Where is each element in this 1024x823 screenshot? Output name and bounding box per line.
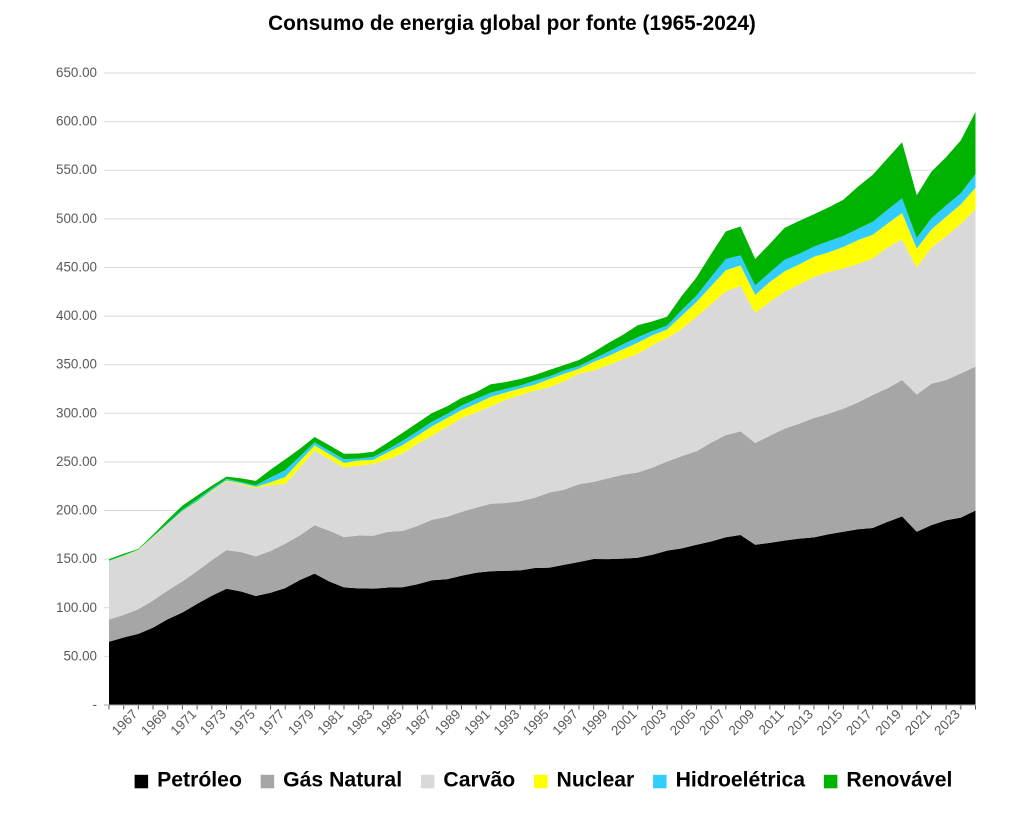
svg-text:1979: 1979 — [285, 707, 317, 739]
svg-text:2011: 2011 — [756, 707, 787, 738]
svg-text:2013: 2013 — [784, 707, 816, 739]
svg-text:Gás Natural: Gás Natural — [283, 768, 402, 791]
svg-text:1969: 1969 — [138, 707, 170, 739]
svg-text:1971: 1971 — [168, 707, 200, 739]
svg-text:Consumo de energia global por: Consumo de energia global por fonte (196… — [268, 12, 756, 35]
svg-text:1993: 1993 — [491, 707, 523, 739]
svg-text:2015: 2015 — [814, 707, 846, 739]
svg-text:200.00: 200.00 — [56, 503, 97, 518]
svg-text:350.00: 350.00 — [56, 357, 97, 372]
svg-text:-: - — [93, 697, 97, 712]
svg-text:Carvão: Carvão — [443, 768, 515, 791]
svg-text:1977: 1977 — [256, 707, 288, 739]
svg-text:1987: 1987 — [403, 707, 435, 739]
svg-text:1991: 1991 — [461, 707, 493, 739]
svg-text:450.00: 450.00 — [56, 259, 97, 274]
svg-text:600.00: 600.00 — [56, 114, 97, 129]
svg-text:2023: 2023 — [931, 707, 963, 739]
svg-text:550.00: 550.00 — [56, 162, 97, 177]
svg-text:2019: 2019 — [873, 707, 905, 739]
svg-text:2005: 2005 — [667, 707, 699, 739]
svg-text:1975: 1975 — [226, 707, 258, 739]
svg-text:2003: 2003 — [638, 707, 670, 739]
svg-text:Petróleo: Petróleo — [157, 768, 242, 791]
svg-text:1997: 1997 — [549, 707, 581, 739]
svg-text:1995: 1995 — [520, 707, 552, 739]
svg-text:1967: 1967 — [109, 707, 141, 739]
svg-text:1985: 1985 — [373, 707, 405, 739]
svg-text:2017: 2017 — [843, 707, 875, 739]
svg-text:250.00: 250.00 — [56, 454, 97, 469]
svg-text:1999: 1999 — [579, 707, 611, 739]
svg-text:650.00: 650.00 — [56, 65, 97, 80]
svg-text:50.00: 50.00 — [63, 648, 97, 663]
svg-text:100.00: 100.00 — [56, 600, 97, 615]
svg-text:1981: 1981 — [314, 707, 346, 739]
svg-text:2021: 2021 — [902, 707, 934, 739]
svg-text:300.00: 300.00 — [56, 405, 97, 420]
svg-text:400.00: 400.00 — [56, 308, 97, 323]
svg-text:1983: 1983 — [344, 707, 376, 739]
svg-text:Renovável: Renovável — [846, 768, 952, 791]
svg-text:1989: 1989 — [432, 707, 464, 739]
svg-text:150.00: 150.00 — [56, 551, 97, 566]
svg-text:Hidroelétrica: Hidroelétrica — [676, 768, 806, 791]
svg-text:1973: 1973 — [197, 707, 229, 739]
svg-text:2001: 2001 — [608, 707, 640, 739]
svg-text:2007: 2007 — [696, 707, 728, 739]
svg-text:2009: 2009 — [726, 707, 758, 739]
svg-text:Nuclear: Nuclear — [557, 768, 635, 791]
svg-text:500.00: 500.00 — [56, 211, 97, 226]
